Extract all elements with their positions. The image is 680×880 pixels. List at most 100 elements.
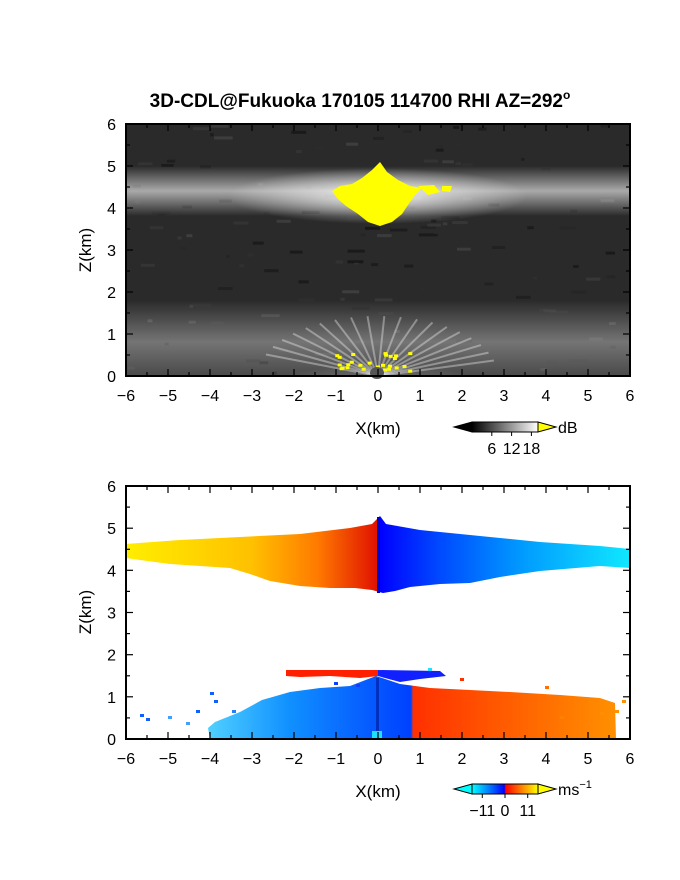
noise-cell: [533, 276, 537, 280]
noise-cell: [161, 164, 174, 167]
velocity-pixel: [168, 716, 172, 719]
noise-cell: [298, 280, 309, 284]
noise-cell: [276, 219, 291, 223]
noise-cell: [374, 298, 393, 302]
noise-cell: [457, 247, 471, 251]
velocity-panel: −6 −5 −4 −3 −2 −1 0 1 2 3 4 5 6 0 1 2 3 4 5 6 X(km) Z(km): [76, 479, 635, 801]
velocity-pixel: [622, 700, 626, 703]
saturated-pixel: [392, 357, 397, 360]
noise-cell: [126, 244, 130, 248]
noise-cell: [347, 249, 365, 253]
noise-cell: [573, 265, 579, 268]
velocity-pixel: [214, 700, 218, 703]
x-tick-label: 3: [500, 751, 509, 768]
saturated-patch: [418, 185, 440, 195]
y-tick-label: 0: [107, 732, 116, 749]
top-edge-blue-strip: [378, 670, 446, 682]
noise-cell: [419, 287, 424, 291]
noise-cell: [179, 247, 187, 251]
noise-cell: [149, 226, 164, 230]
saturated-pixel: [388, 364, 392, 368]
y-tick-label: 3: [107, 243, 116, 260]
intensity-x-label: X(km): [355, 419, 400, 438]
intensity-axes: −6 −5 −4 −3 −2 −1 0 1 2 3 4 5 6 0 1 2 3 4 5 6: [107, 117, 634, 405]
ray-streak: [265, 353, 379, 377]
noise-cell: [316, 146, 323, 150]
velocity-colorbar-ticks: −11 0 11: [469, 794, 536, 820]
noise-cell: [289, 250, 303, 254]
noise-cell: [192, 127, 210, 131]
y-tick-label: 3: [107, 606, 116, 623]
saturated-pixel: [340, 366, 345, 370]
x-tick-label: −6: [117, 751, 135, 768]
velocity-pixel: [146, 718, 150, 721]
noise-cell: [214, 136, 233, 140]
noise-cell: [442, 160, 454, 164]
saturated-pixel: [367, 361, 372, 365]
noise-cell: [492, 246, 506, 249]
noise-cell: [521, 157, 525, 161]
noise-cell: [452, 221, 468, 225]
saturated-pixel: [402, 365, 407, 368]
intensity-colorbar: 6 12 18 dB: [452, 420, 578, 458]
noise-cell: [418, 233, 438, 237]
y-tick-label: 1: [107, 327, 116, 344]
intensity-colorbar-unit: dB: [558, 420, 578, 437]
colorbar-gradient: [471, 421, 539, 433]
noise-cell: [226, 254, 230, 258]
y-tick-label: 5: [107, 521, 116, 538]
noise-cell: [404, 264, 414, 268]
ground-cyan: [372, 731, 382, 739]
colorbar-tick-label: 0: [501, 803, 510, 820]
velocity-pixel: [545, 686, 549, 689]
noise-cell: [342, 290, 360, 294]
saturated-pixel: [408, 369, 413, 373]
noise-cell: [462, 163, 473, 167]
y-tick-label: 6: [107, 117, 116, 134]
saturated-pixel: [345, 366, 350, 370]
ray-streak: [377, 359, 495, 377]
x-tick-label: 1: [416, 751, 425, 768]
x-tick-label: −6: [117, 388, 135, 405]
x-tick-label: 2: [458, 388, 467, 405]
noise-cell: [340, 297, 345, 301]
noise-cell: [151, 215, 171, 219]
y-tick-label: 6: [107, 479, 116, 496]
noise-cell: [239, 264, 245, 268]
intensity-y-label: Z(km): [76, 228, 95, 272]
y-tick-label: 2: [107, 285, 116, 302]
ray-streak: [305, 327, 379, 377]
velocity-colorbar: −11 0 11 ms−1: [452, 779, 592, 820]
colorbar-extend-low: [452, 421, 473, 433]
intensity-colorbar-ticks: 6 12 18: [487, 432, 540, 458]
noise-cell: [478, 127, 487, 131]
velocity-pixel: [615, 710, 619, 713]
noise-cell: [377, 234, 392, 238]
velocity-pixel: [600, 712, 604, 715]
noise-cell: [209, 124, 229, 128]
noise-cell: [138, 162, 153, 166]
noise-cell: [438, 145, 443, 149]
noise-cell: [453, 125, 460, 129]
noise-cell: [586, 277, 601, 281]
x-tick-label: 0: [374, 751, 383, 768]
noise-cell: [335, 260, 344, 264]
noise-cell: [291, 130, 307, 134]
saturated-pixel: [361, 367, 366, 371]
noise-cell: [373, 136, 384, 140]
noise-cell: [559, 226, 576, 230]
x-tick-label: −2: [285, 751, 303, 768]
saturated-pixel: [394, 354, 398, 358]
noise-cell: [360, 233, 366, 237]
noise-cell: [210, 133, 214, 137]
noise-cell: [233, 221, 249, 225]
x-tick-label: 0: [374, 388, 383, 405]
y-tick-label: 5: [107, 159, 116, 176]
velocity-pixel: [428, 668, 432, 671]
top-edge-red-strip: [286, 670, 378, 678]
ray-streak: [377, 351, 489, 377]
colorbar-tick-label: 11: [519, 803, 536, 820]
saturated-pixel: [383, 368, 388, 372]
velocity-pixel: [334, 682, 338, 685]
